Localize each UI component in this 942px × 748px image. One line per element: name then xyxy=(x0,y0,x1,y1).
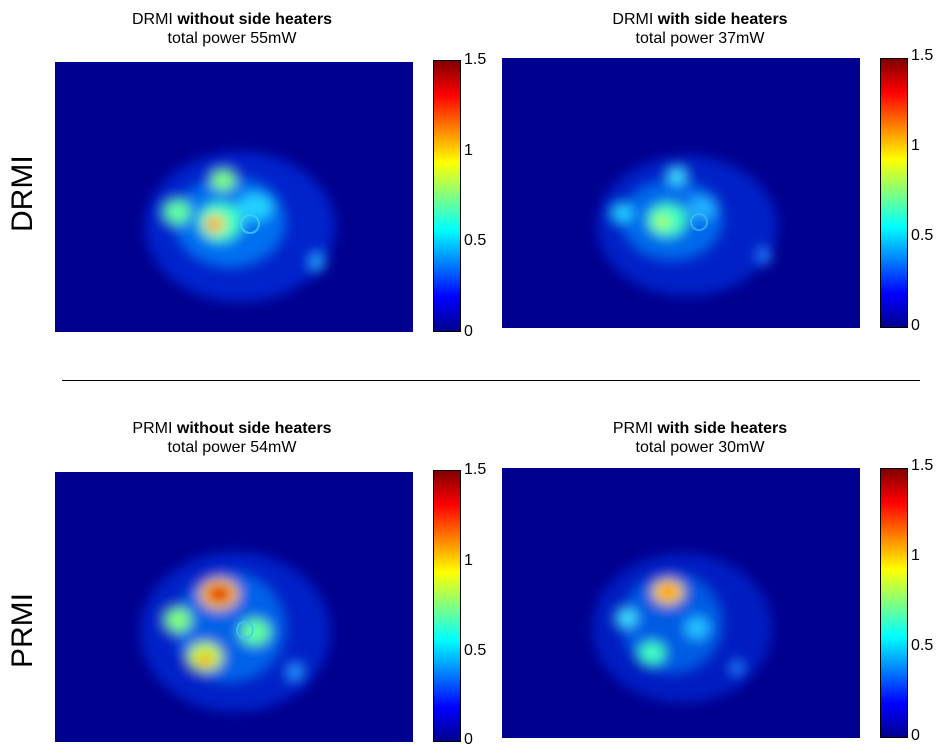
colorbar-tick: 1.5 xyxy=(911,47,934,64)
title-prefix: DRMI xyxy=(612,11,654,28)
colorbar-tick: 1 xyxy=(464,142,473,159)
colorbar-tick: 1 xyxy=(464,552,473,569)
colorbar-tick: 0 xyxy=(464,731,473,748)
panel-title-drmi-with: DRMI with side heaters total power 37mW xyxy=(500,10,900,48)
title-bold: with side heaters xyxy=(657,420,788,437)
title-prefix: PRMI xyxy=(132,420,173,437)
colorbar-tick: 0 xyxy=(911,317,920,334)
colorbar-tick: 0 xyxy=(464,323,473,340)
colorbar-drmi-with xyxy=(880,58,908,328)
row-label-prmi: PRMI xyxy=(6,593,39,668)
colorbar-tick: 0.5 xyxy=(464,642,487,659)
colorbar-tick: 1.5 xyxy=(464,461,487,478)
colorbar-tick: 1 xyxy=(911,547,920,564)
subtitle: total power 55mW xyxy=(167,30,297,47)
heatmap-drmi-with xyxy=(502,58,860,328)
title-bold: without side heaters xyxy=(176,420,332,437)
title-bold: without side heaters xyxy=(177,11,333,28)
panel-title-prmi-without: PRMI without side heaters total power 54… xyxy=(32,419,432,457)
colorbar-tick: 0.5 xyxy=(464,232,487,249)
title-prefix: PRMI xyxy=(612,420,653,437)
subtitle: total power 54mW xyxy=(167,439,297,456)
colorbar-tick: 1.5 xyxy=(911,457,934,474)
row-label-drmi: DRMI xyxy=(6,155,39,232)
heatmap-drmi-without xyxy=(55,62,413,332)
colorbar-prmi-without xyxy=(433,470,461,742)
colorbar-drmi-without xyxy=(433,60,461,332)
colorbar-tick: 0 xyxy=(911,727,920,744)
divider-line xyxy=(62,380,920,381)
title-prefix: DRMI xyxy=(131,11,173,28)
subtitle: total power 30mW xyxy=(635,439,765,456)
colorbar-tick: 0.5 xyxy=(911,227,934,244)
colorbar-tick: 1 xyxy=(911,137,920,154)
heatmap-prmi-without xyxy=(55,472,413,742)
panel-title-drmi-without: DRMI without side heaters total power 55… xyxy=(32,10,432,48)
heatmap-prmi-with xyxy=(502,468,860,738)
colorbar-tick: 1.5 xyxy=(464,51,487,68)
colorbar-prmi-with xyxy=(880,468,908,738)
subtitle: total power 37mW xyxy=(635,30,765,47)
colorbar-tick: 0.5 xyxy=(911,637,934,654)
panel-title-prmi-with: PRMI with side heaters total power 30mW xyxy=(500,419,900,457)
title-bold: with side heaters xyxy=(657,11,788,28)
